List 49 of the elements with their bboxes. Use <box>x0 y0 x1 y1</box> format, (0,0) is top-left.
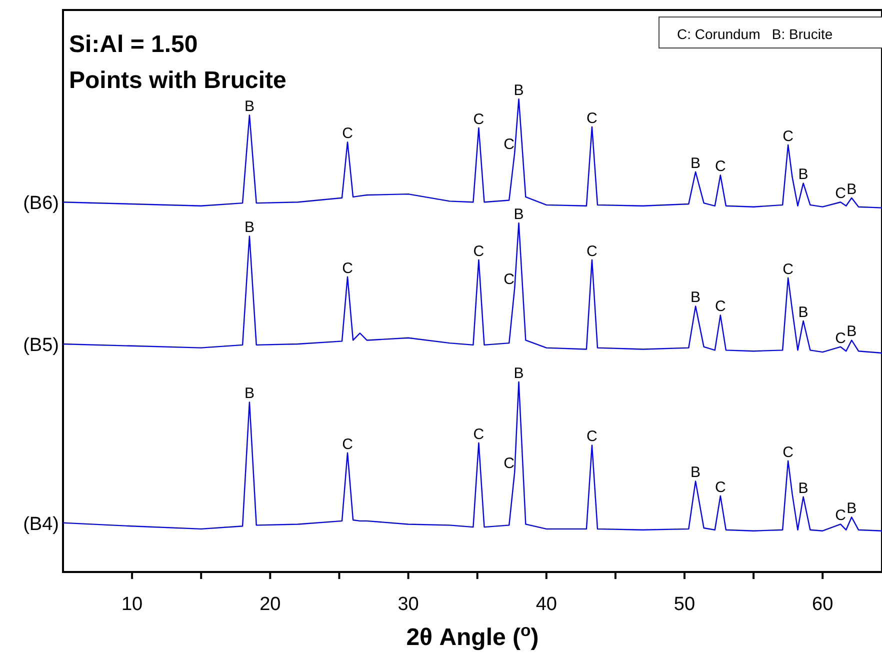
series-label: (B4) <box>23 514 59 535</box>
annotation: B <box>846 500 857 518</box>
x-tick-label: 50 <box>674 594 696 615</box>
annotation: B <box>690 464 701 482</box>
annotation: C <box>473 110 484 128</box>
annotation: C <box>342 260 354 277</box>
annotation: C <box>504 271 515 288</box>
annotation: B <box>514 364 524 382</box>
annotation: C <box>342 125 354 142</box>
annotation: C <box>835 330 846 347</box>
annotation: B <box>244 385 254 402</box>
annotation: B <box>846 180 857 198</box>
x-tick-label: 60 <box>812 594 834 615</box>
annotation: B <box>244 219 254 236</box>
annotation: C <box>504 455 515 472</box>
annotation: C <box>714 158 726 176</box>
x-axis-title: 2θ Angle ($^{o}$) <box>406 620 539 651</box>
annotation: B <box>514 82 524 99</box>
annotation: C <box>714 478 726 496</box>
x-tick-label: 40 <box>536 594 557 615</box>
x-tick-label: 30 <box>398 594 419 615</box>
annotation: C <box>782 444 794 461</box>
annotation: B <box>690 154 701 172</box>
annotation: C <box>835 507 846 524</box>
text: C: Corundum B: Brucite <box>677 26 833 42</box>
annotation: C <box>586 428 598 446</box>
annotation: C <box>504 136 515 153</box>
x-tick-label: 20 <box>260 594 281 615</box>
annotation: C <box>342 436 354 453</box>
chart-subtitle: Points with Brucite <box>69 67 286 94</box>
annotation: B <box>690 289 701 306</box>
annotation: B <box>514 206 524 223</box>
annotation: C <box>586 242 598 260</box>
series-label: (B6) <box>23 193 59 214</box>
chart-title: Si:Al = 1.50 <box>69 31 198 58</box>
annotation: C <box>586 110 598 127</box>
annotation: C <box>782 128 794 145</box>
annotation: B <box>798 480 808 497</box>
series-label: (B5) <box>23 335 59 356</box>
annotation: C <box>473 242 484 260</box>
annotation: C <box>835 185 846 202</box>
annotation: C <box>782 260 794 278</box>
annotation: B <box>798 166 808 184</box>
annotation: B <box>244 98 254 116</box>
annotation: B <box>798 304 808 321</box>
x-tick-label: 10 <box>121 594 143 615</box>
annotation: B <box>846 323 857 340</box>
annotation: C <box>473 426 484 443</box>
annotation: C <box>714 298 726 316</box>
